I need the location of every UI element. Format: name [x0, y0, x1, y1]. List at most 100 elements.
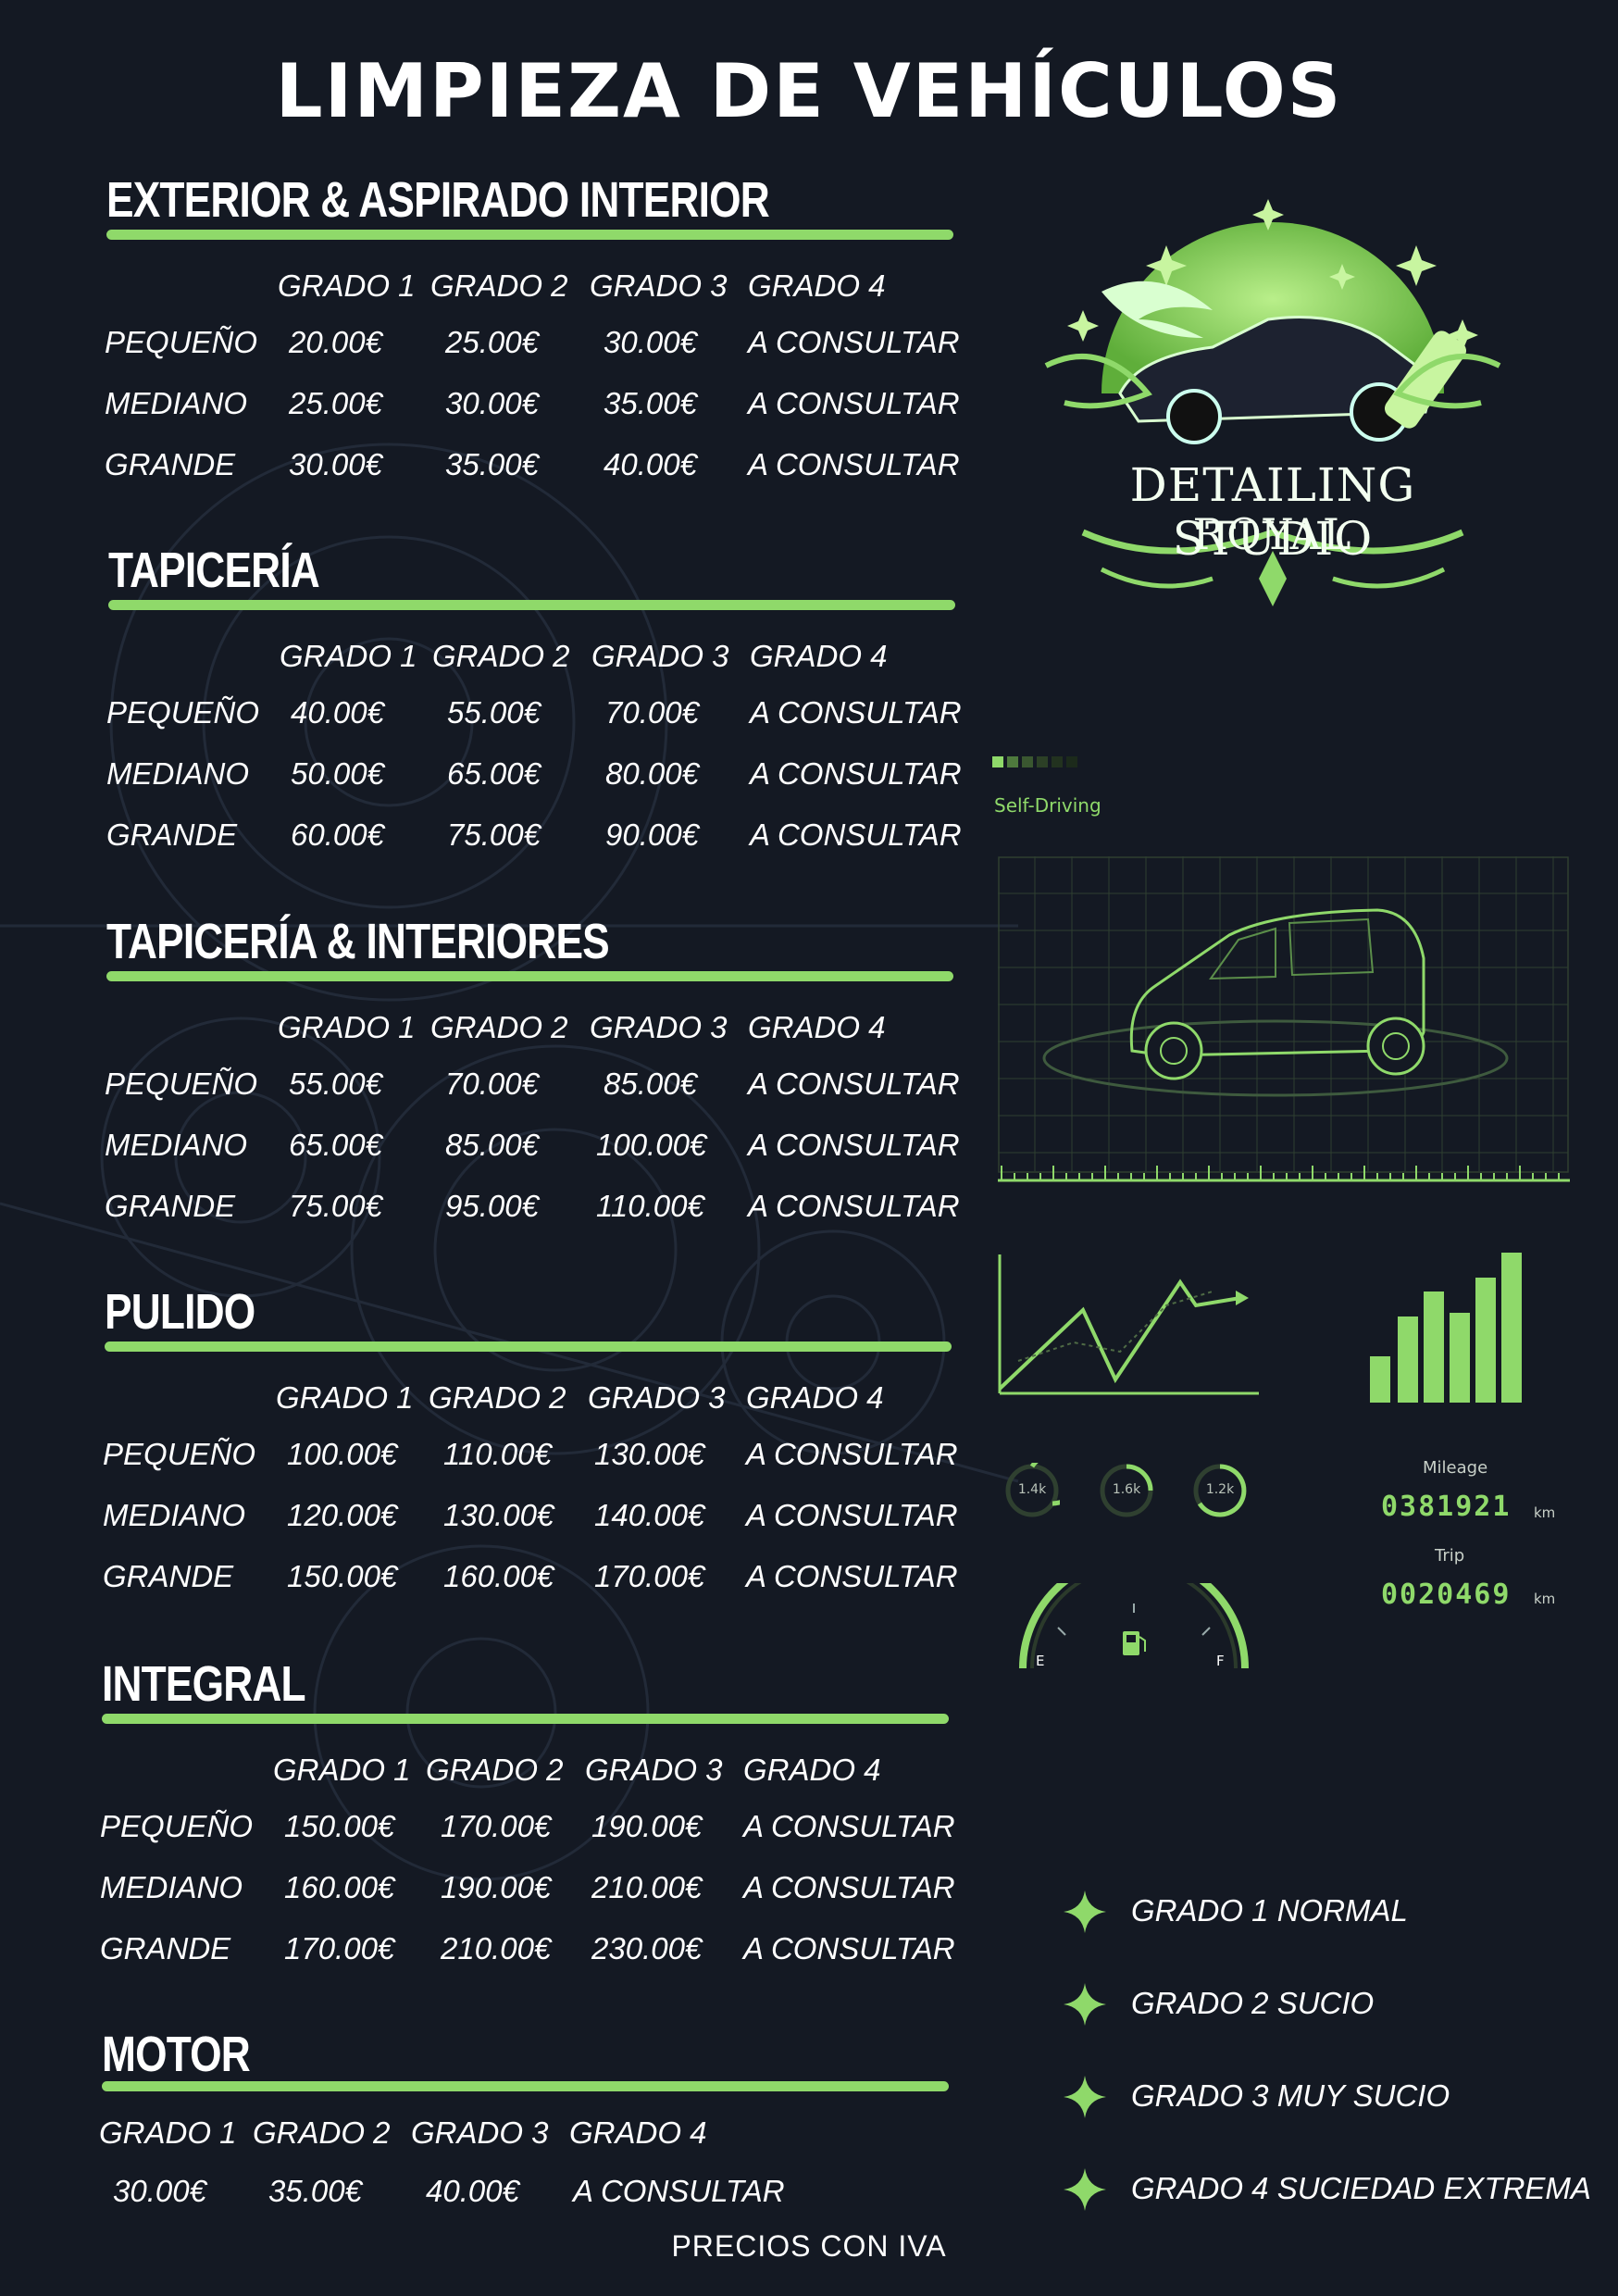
grade-header: GRADO 4: [746, 1380, 884, 1415]
price-cell: 25.00€: [445, 325, 539, 359]
price-cell: 190.00€: [591, 1809, 703, 1843]
page-title: LIMPIEZA DE VEHÍCULOS: [275, 48, 1343, 134]
price-cell: 120.00€: [287, 1498, 398, 1532]
legend-item: GRADO 1 NORMAL: [1131, 1893, 1408, 1928]
mileage-unit: km: [1534, 1504, 1556, 1521]
price-cell: A CONSULTAR: [748, 386, 960, 420]
section-underline: [106, 971, 953, 981]
price-cell: 70.00€: [445, 1067, 539, 1101]
section-underline: [102, 2081, 949, 2091]
price-cell: 210.00€: [441, 1931, 552, 1965]
fuel-empty-label: E: [1036, 1653, 1045, 1669]
size-label: MEDIANO: [105, 386, 248, 420]
price-cell: 170.00€: [441, 1809, 552, 1843]
price-cell: 80.00€: [605, 756, 699, 791]
price-cell: 170.00€: [284, 1931, 395, 1965]
price-cell: A CONSULTAR: [748, 1067, 960, 1101]
price-cell: 130.00€: [594, 1437, 705, 1471]
logo: DETAILING STUDIO ROYAL: [1027, 181, 1518, 625]
price-cell: A CONSULTAR: [573, 2174, 785, 2208]
section-underline: [105, 1341, 952, 1352]
fuel-gauge: [1019, 1583, 1249, 1669]
sparkle-icon: [1062, 2074, 1108, 2120]
car-grid-panel: [998, 856, 1570, 1182]
section-underline: [106, 230, 953, 240]
section-title: PULIDO: [105, 1284, 255, 1340]
price-cell: A CONSULTAR: [746, 1437, 958, 1471]
price-cell: 25.00€: [289, 386, 382, 420]
trip-value: 0020469: [1381, 1578, 1512, 1611]
sparkle-icon: [1062, 1981, 1108, 2028]
price-cell: A CONSULTAR: [748, 325, 960, 359]
grade-header: GRADO 3: [590, 1010, 728, 1044]
price-cell: 40.00€: [604, 447, 697, 481]
price-cell: 95.00€: [445, 1189, 539, 1223]
mileage-value: 0381921: [1381, 1491, 1512, 1523]
section-underline: [102, 1714, 949, 1724]
price-cell: 55.00€: [289, 1067, 382, 1101]
grade-header: GRADO 3: [585, 1753, 723, 1787]
grade-header: GRADO 2: [430, 268, 568, 303]
price-cell: A CONSULTAR: [750, 756, 962, 791]
price-cell: A CONSULTAR: [746, 1559, 958, 1593]
price-cell: A CONSULTAR: [743, 1870, 955, 1904]
line-chart-icon: [998, 1254, 1259, 1395]
price-cell: A CONSULTAR: [743, 1931, 955, 1965]
price-cell: 150.00€: [284, 1809, 395, 1843]
price-cell: 70.00€: [605, 695, 699, 730]
grade-header: GRADO 4: [748, 1010, 886, 1044]
price-cell: 100.00€: [596, 1128, 707, 1162]
size-label: GRANDE: [105, 447, 236, 481]
price-cell: 150.00€: [287, 1559, 398, 1593]
grade-header: GRADO 3: [590, 268, 728, 303]
footer-note: PRECIOS CON IVA: [671, 2229, 947, 2263]
size-label: GRANDE: [106, 817, 238, 852]
price-cell: 40.00€: [291, 695, 384, 730]
grade-header: GRADO 1: [273, 1753, 411, 1787]
price-cell: 35.00€: [445, 447, 539, 481]
price-cell: 50.00€: [291, 756, 384, 791]
size-label: GRANDE: [105, 1189, 236, 1223]
price-cell: A CONSULTAR: [748, 1128, 960, 1162]
trip-unit: km: [1534, 1591, 1556, 1607]
price-cell: 30.00€: [445, 386, 539, 420]
grade-header: GRADO 4: [748, 268, 886, 303]
size-label: MEDIANO: [105, 1128, 248, 1162]
size-label: PEQUEÑO: [105, 1067, 258, 1101]
grade-header: GRADO 1: [276, 1380, 414, 1415]
size-label: MEDIANO: [103, 1498, 246, 1532]
grade-header: GRADO 1: [99, 2115, 237, 2150]
size-label: PEQUEÑO: [105, 325, 258, 359]
size-label: MEDIANO: [106, 756, 250, 791]
legend-item: GRADO 3 MUY SUCIO: [1131, 2078, 1450, 2113]
section-title: TAPICERÍA: [108, 543, 320, 598]
logo-emblem: [1044, 199, 1501, 606]
grade-header: GRADO 1: [278, 268, 416, 303]
size-label: MEDIANO: [100, 1870, 243, 1904]
price-cell: 30.00€: [113, 2174, 206, 2208]
grade-header: GRADO 3: [411, 2115, 549, 2150]
rpm-gauge: 1.4k: [1004, 1453, 1079, 1518]
sparkle-icon: [1062, 1889, 1108, 1935]
price-cell: 100.00€: [287, 1437, 398, 1471]
grade-header: GRADO 3: [591, 639, 729, 673]
section-underline: [108, 600, 955, 610]
price-cell: 20.00€: [289, 325, 382, 359]
price-cell: 65.00€: [447, 756, 541, 791]
price-cell: A CONSULTAR: [743, 1809, 955, 1843]
price-cell: 35.00€: [604, 386, 697, 420]
grade-header: GRADO 3: [588, 1380, 726, 1415]
rpm-gauge: 1.6k: [1099, 1463, 1154, 1518]
price-cell: 140.00€: [594, 1498, 705, 1532]
grade-header: GRADO 2: [253, 2115, 391, 2150]
price-cell: 110.00€: [443, 1437, 552, 1471]
price-cell: 65.00€: [289, 1128, 382, 1162]
grade-header: GRADO 4: [743, 1753, 881, 1787]
grade-header: GRADO 2: [426, 1753, 564, 1787]
section-title: MOTOR: [102, 2027, 251, 2082]
trip-label: Trip: [1435, 1546, 1465, 1566]
price-cell: A CONSULTAR: [746, 1498, 958, 1532]
fuel-full-label: F: [1216, 1653, 1225, 1669]
grade-header: GRADO 4: [569, 2115, 707, 2150]
price-cell: A CONSULTAR: [750, 695, 962, 730]
